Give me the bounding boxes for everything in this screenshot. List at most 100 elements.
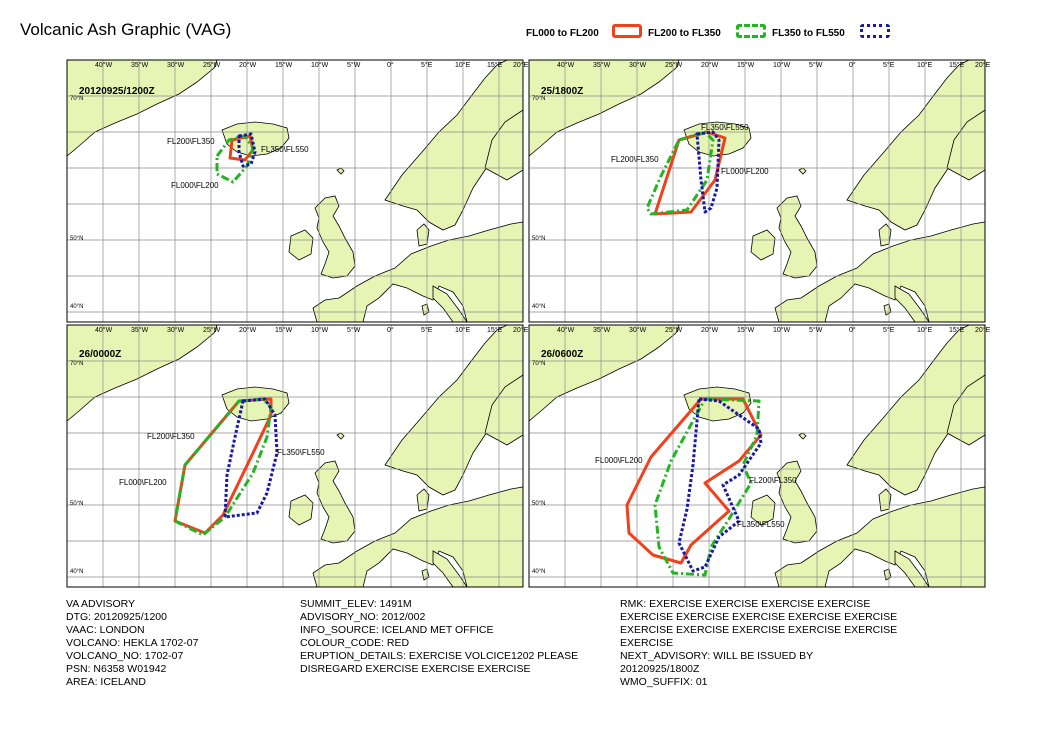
info-line: AREA: ICELAND (66, 676, 146, 688)
info-line: RMK: EXERCISE EXERCISE EXERCISE EXERCISE (620, 598, 871, 610)
lon-label: 20°W (239, 326, 257, 334)
map-panel-4: 40°W 35°W 30°W 25°W 20°W 15°W 10°W 5°W 0… (528, 324, 991, 588)
lon-label: 10°W (311, 61, 329, 69)
info-line: DISREGARD EXERCISE EXERCISE EXERCISE (300, 663, 531, 675)
lon-label: 20°E (975, 326, 991, 334)
ash-area-fl200-fl350 (645, 130, 715, 216)
flight-level-label: FL350\FL550 (737, 520, 785, 529)
lon-label: 30°W (629, 61, 647, 69)
lon-label: 10°W (773, 61, 791, 69)
lon-label: 5°E (883, 326, 895, 334)
lon-label: 20°E (975, 61, 991, 69)
ash-area-fl000-fl200 (173, 397, 273, 535)
lon-label: 15°E (487, 61, 503, 69)
lon-label: 10°E (917, 326, 933, 334)
panel-time: 25/1800Z (541, 86, 583, 97)
legend-label-fl350-fl550: FL350 to FL550 (772, 28, 845, 39)
flight-level-label: FL000\FL200 (119, 478, 167, 487)
legend-swatch-fl000-fl200 (612, 24, 642, 38)
lon-label: 0° (387, 326, 394, 334)
lon-label: 15°E (487, 326, 503, 334)
panel-time: 26/0600Z (541, 349, 583, 360)
lon-label: 30°W (167, 61, 185, 69)
ash-area-fl200-fl350 (653, 397, 761, 577)
lon-label: 15°E (949, 61, 965, 69)
lat-label: 70°N (532, 96, 545, 102)
info-line: VAAC: LONDON (66, 624, 145, 636)
lon-label: 15°W (275, 61, 293, 69)
info-line: EXERCISE EXERCISE EXERCISE EXERCISE EXER… (620, 611, 898, 623)
lat-label: 40°N (532, 569, 545, 575)
info-line: VOLCANO_NO: 1702-07 (66, 650, 184, 662)
lat-label: 70°N (70, 96, 83, 102)
flight-level-label: FL350\FL550 (277, 448, 325, 457)
lon-label: 0° (387, 61, 394, 69)
legend-label-fl000-fl200: FL000 to FL200 (526, 28, 599, 39)
lat-label: 40°N (532, 304, 545, 310)
flight-level-label: FL200\FL350 (749, 476, 797, 485)
lon-label: 25°W (665, 61, 683, 69)
lon-label: 15°E (949, 326, 965, 334)
info-line: INFO_SOURCE: ICELAND MET OFFICE (300, 624, 494, 636)
info-column-1: VA ADVISORY DTG: 20120925/1200 VAAC: LON… (66, 598, 199, 689)
ash-area-fl200-fl350 (173, 397, 273, 537)
lat-label: 40°N (70, 304, 83, 310)
lon-label: 0° (849, 326, 856, 334)
info-line: PSN: N6358 W01942 (66, 663, 167, 675)
panel-time: 26/0000Z (79, 349, 121, 360)
lon-label: 40°W (557, 326, 575, 334)
page-title: Volcanic Ash Graphic (VAG) (20, 20, 232, 39)
lon-label: 25°W (665, 326, 683, 334)
lon-label: 5°E (421, 326, 433, 334)
lat-label: 50°N (532, 501, 545, 507)
lon-label: 30°W (629, 326, 647, 334)
flight-level-label: FL350\FL550 (701, 123, 749, 132)
lon-label: 0° (849, 61, 856, 69)
lon-label: 5°W (809, 326, 823, 334)
lon-label: 25°W (203, 326, 221, 334)
lon-label: 35°W (593, 326, 611, 334)
flight-level-label: FL200\FL350 (611, 155, 659, 164)
lon-label: 20°W (239, 61, 257, 69)
legend: FL000 to FL200 FL200 to FL350 FL350 to F… (526, 22, 946, 46)
info-line: DTG: 20120925/1200 (66, 611, 167, 623)
lon-label: 40°W (557, 61, 575, 69)
map-panel-3: 40°W 35°W 30°W 25°W 20°W 15°W 10°W 5°W 0… (66, 324, 529, 588)
lon-label: 20°W (701, 326, 719, 334)
info-line: EXERCISE (620, 637, 674, 649)
lon-label: 5°E (883, 61, 895, 69)
info-line: 20120925/1800Z (620, 663, 700, 675)
info-column-2: SUMMIT_ELEV: 1491M ADVISORY_NO: 2012/002… (300, 598, 578, 676)
lon-label: 15°W (275, 326, 293, 334)
lon-label: 5°W (809, 61, 823, 69)
info-line: SUMMIT_ELEV: 1491M (300, 598, 412, 610)
info-line: VOLCANO: HEKLA 1702-07 (66, 637, 199, 649)
lon-label: 35°W (593, 61, 611, 69)
flight-level-label: FL000\FL200 (595, 456, 643, 465)
lon-label: 30°W (167, 326, 185, 334)
ash-area-fl350-fl550 (237, 132, 257, 168)
lon-label: 10°W (311, 326, 329, 334)
flight-level-label: FL200\FL350 (147, 432, 195, 441)
ash-area-fl350-fl550 (677, 397, 763, 573)
lon-label: 10°E (455, 326, 471, 334)
lat-label: 50°N (70, 501, 83, 507)
map-panel-2: 40°W 35°W 30°W 25°W 20°W 15°W 10°W 5°W 0… (528, 59, 991, 323)
info-line: ERUPTION_DETAILS: EXERCISE VOLCICE1202 P… (300, 650, 579, 662)
lon-label: 40°W (95, 326, 113, 334)
lon-label: 20°E (513, 61, 529, 69)
info-line: ADVISORY_NO: 2012/002 (300, 611, 426, 623)
ash-area-fl350-fl550 (223, 397, 279, 519)
lon-label: 15°W (737, 326, 755, 334)
lat-label: 50°N (70, 236, 83, 242)
lon-label: 40°W (95, 61, 113, 69)
lon-label: 10°E (455, 61, 471, 69)
lon-label: 20°W (701, 61, 719, 69)
lon-label: 5°W (347, 326, 361, 334)
lon-label: 5°W (347, 61, 361, 69)
lon-label: 35°W (131, 61, 149, 69)
lat-label: 70°N (532, 361, 545, 367)
legend-swatch-fl200-fl350 (736, 24, 766, 38)
flight-level-label: FL000\FL200 (171, 181, 219, 190)
